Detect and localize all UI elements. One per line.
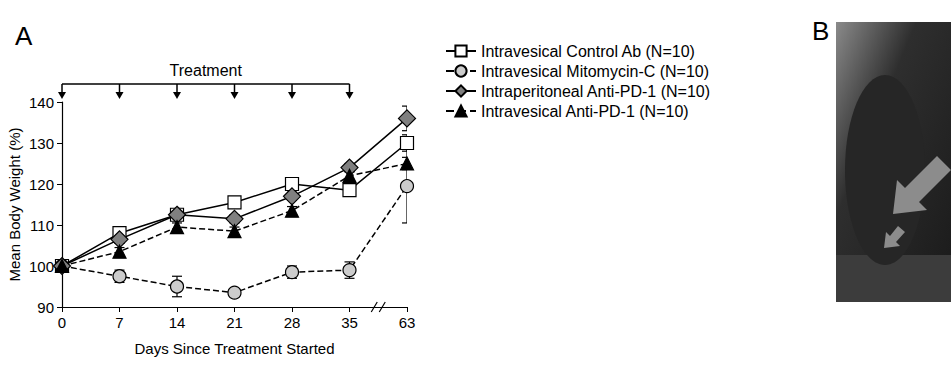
svg-text:7: 7 <box>115 314 123 331</box>
svg-text:63: 63 <box>399 314 416 331</box>
svg-text:Intravesical Anti-PD-1 (N=10): Intravesical Anti-PD-1 (N=10) <box>481 103 689 120</box>
svg-text:14: 14 <box>169 314 186 331</box>
svg-text:21: 21 <box>226 314 243 331</box>
svg-text:Intravesical Control Ab (N=10): Intravesical Control Ab (N=10) <box>481 43 695 60</box>
svg-text:110: 110 <box>30 217 54 234</box>
svg-text:28: 28 <box>284 314 301 331</box>
svg-text:100: 100 <box>29 258 54 275</box>
svg-text:90: 90 <box>37 299 54 316</box>
svg-text:A: A <box>15 21 33 51</box>
svg-text:140: 140 <box>29 94 54 111</box>
svg-text:Treatment: Treatment <box>170 62 243 79</box>
svg-text:Intravesical Mitomycin-C (N=10: Intravesical Mitomycin-C (N=10) <box>481 63 709 80</box>
svg-text:Mean Body Weight (%): Mean Body Weight (%) <box>6 128 23 282</box>
svg-text:130: 130 <box>29 135 54 152</box>
svg-text:B: B <box>812 16 829 46</box>
svg-text:Days Since Treatment Started: Days Since Treatment Started <box>134 340 334 357</box>
svg-text:Intraperitoneal Anti-PD-1 (N=1: Intraperitoneal Anti-PD-1 (N=10) <box>481 83 710 100</box>
svg-text:35: 35 <box>341 314 358 331</box>
svg-text:120: 120 <box>29 176 54 193</box>
svg-text:0: 0 <box>58 314 66 331</box>
